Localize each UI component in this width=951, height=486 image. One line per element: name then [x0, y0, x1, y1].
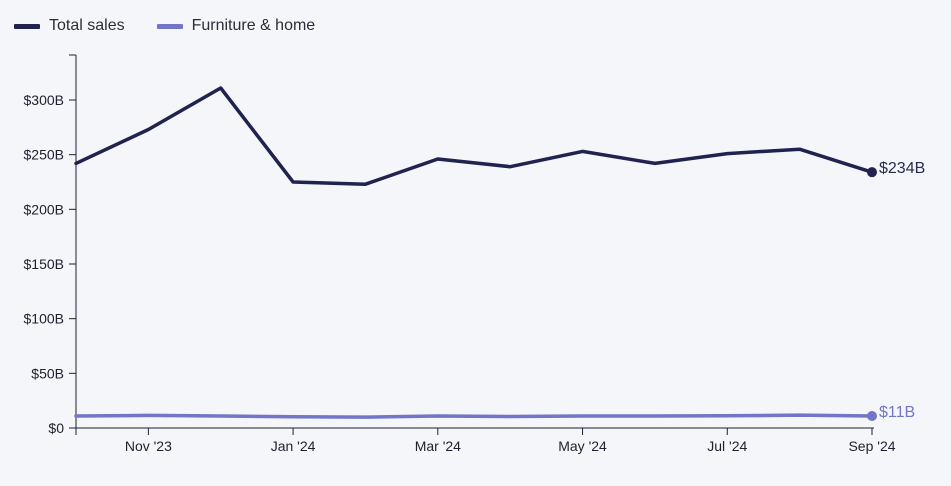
legend: Total sales Furniture & home — [14, 17, 347, 35]
y-tick-label: $300B — [24, 92, 64, 108]
end-point-total-sales — [867, 167, 877, 178]
series-line-furniture-home — [74, 413, 874, 419]
legend-item-furniture-home: Furniture & home — [156, 17, 316, 35]
end-label-furniture-home: $11B — [879, 404, 915, 421]
x-tick-label: Jan '24 — [271, 438, 316, 454]
y-tick-label: $0 — [48, 420, 64, 436]
y-tick-label: $250B — [24, 147, 64, 163]
y-tick-label: $150B — [24, 256, 64, 272]
legend-swatch-total-sales — [14, 23, 40, 29]
y-tick-label: $100B — [24, 311, 64, 327]
y-tick-label: $200B — [24, 201, 64, 217]
x-tick-label: May '24 — [558, 438, 607, 454]
labels-layer: $234B $11B — [879, 160, 925, 421]
end-label-total-sales: $234B — [879, 160, 925, 177]
x-tick-label: Nov '23 — [125, 438, 172, 454]
legend-swatch-furniture-home — [156, 23, 183, 29]
series-line-total-sales — [74, 86, 874, 186]
x-tick-label: Sep '24 — [848, 438, 895, 454]
axes: $0 $50B $100B $150B $200B $250B $300B Nov '23 Ja… — [24, 54, 896, 454]
end-point-furniture-home — [867, 410, 877, 421]
series-layer — [74, 86, 877, 421]
y-tick-label: $50B — [31, 365, 64, 381]
legend-item-total-sales: Total sales — [14, 17, 125, 35]
x-tick-label: Mar '24 — [415, 438, 461, 454]
legend-label-total-sales: Total sales — [49, 17, 125, 34]
x-tick-label: Jul '24 — [707, 438, 747, 454]
legend-label-furniture-home: Furniture & home — [191, 17, 316, 34]
